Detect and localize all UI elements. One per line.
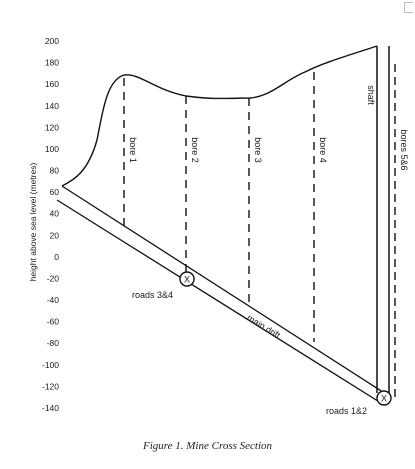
y-tick-label: 0 (54, 252, 59, 262)
y-tick-labels: 200180160140120100806040200-20-40-60-80-… (42, 36, 59, 413)
ground-surface (61, 45, 378, 187)
y-tick-label: -120 (42, 381, 59, 391)
y-tick-label: 180 (45, 58, 59, 68)
y-tick-label: -80 (47, 338, 60, 348)
y-tick-label: 120 (45, 122, 59, 132)
y-tick-label: 100 (45, 144, 59, 154)
roads-3-4-label: roads 3&4 (132, 290, 173, 300)
y-tick-label: 40 (50, 209, 60, 219)
y-tick-label: -20 (47, 273, 60, 283)
shaft-label: shaft (366, 85, 376, 105)
y-tick-label: -40 (47, 295, 60, 305)
y-axis-label: height above sea level (metres) (28, 163, 38, 282)
x-icon: X (381, 394, 387, 404)
main-drift-lower-edge (56, 199, 382, 404)
y-tick-label: 60 (50, 187, 60, 197)
bore-2-label: bore 2 (190, 137, 200, 163)
y-tick-label: 80 (50, 166, 60, 176)
x-icon: X (184, 275, 190, 285)
corner-mark (404, 2, 413, 13)
bore-1-label: bore 1 (128, 137, 138, 163)
y-tick-label: -100 (42, 360, 59, 370)
y-tick-label: 20 (50, 230, 60, 240)
roads-1-2-label: roads 1&2 (326, 406, 367, 416)
y-tick-label: 140 (45, 101, 59, 111)
roads-3-4-marker: X (179, 271, 195, 287)
figure-caption: Figure 1. Mine Cross Section (142, 440, 273, 452)
y-tick-label: -60 (47, 317, 60, 327)
y-tick-label: 200 (45, 36, 59, 46)
main-drift-label: main drift (245, 312, 282, 340)
bore-4-label: bore 4 (318, 137, 328, 163)
y-tick-label: 160 (45, 79, 59, 89)
y-tick-label: -140 (42, 403, 59, 413)
bore-3-label: bore 3 (253, 137, 263, 163)
main-drift-upper-edge (61, 185, 387, 395)
roads-1-2-marker: X (376, 390, 392, 406)
bores-5-6-label: bores 5&6 (399, 129, 409, 170)
